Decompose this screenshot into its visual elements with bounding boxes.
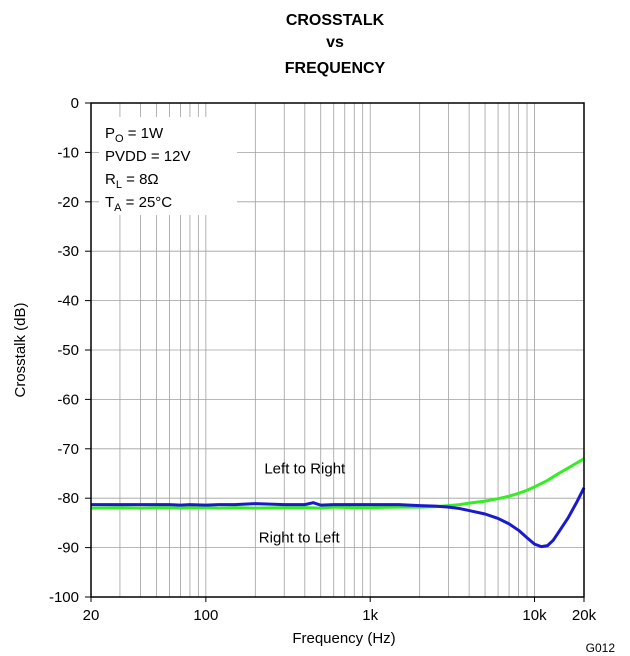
x-tick-label: 20 [83,607,100,624]
x-tick-label: 1k [362,607,378,624]
x-axis-label: Frequency (Hz) [292,630,395,647]
x-tick-label: 100 [193,607,218,624]
annotation-right-to-left: Right to Left [259,530,341,547]
y-tick-label: -70 [57,441,79,458]
conditions-background [99,117,237,215]
y-tick-label: -20 [57,194,79,211]
y-tick-label: -80 [57,490,79,507]
annotation-left-to-right: Left to Right [264,461,346,478]
y-tick-label: 0 [71,95,79,112]
y-tick-label: -40 [57,293,79,310]
condition-line: TA = 25°C [105,194,172,214]
condition-line: PVDD = 12V [105,148,190,165]
conditions-box: PO = 1W PVDD = 12V RL = 8Ω TA = 25°C [99,117,237,215]
x-tick-labels: 20 100 1k 10k 20k [83,597,597,624]
x-tick-label: 10k [522,607,547,624]
y-axis-label: Crosstalk (dB) [12,302,29,397]
chart-title-line-1: CROSSTALK [286,12,385,29]
series-layer [90,457,586,549]
series-line-left-to-right [90,457,585,510]
y-tick-label: -50 [57,342,79,359]
condition-line: RL = 8Ω [105,171,159,191]
chart-title-line-2: vs [326,34,344,51]
figure-code: G012 [586,641,616,655]
y-tick-labels: 0 -10 -20 -30 -40 -50 -60 -70 -80 -90 -100 [49,95,91,606]
y-tick-label: -60 [57,391,79,408]
x-tick-label: 20k [572,607,597,624]
y-tick-label: -90 [57,540,79,557]
y-tick-label: -30 [57,243,79,260]
series-line-right-to-left [91,487,586,549]
chart-title-line-3: FREQUENCY [285,60,386,77]
y-tick-label: -10 [57,144,79,161]
condition-line: PO = 1W [105,125,164,145]
y-tick-label: -100 [49,589,79,606]
